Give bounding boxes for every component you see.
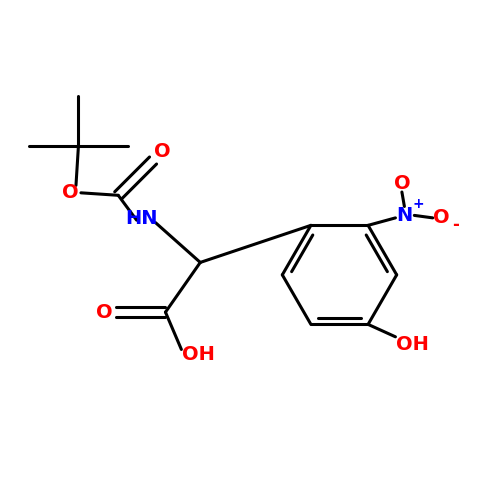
Text: HN: HN bbox=[126, 209, 158, 228]
Text: OH: OH bbox=[182, 345, 215, 364]
Text: O: O bbox=[434, 208, 450, 228]
Text: +: + bbox=[412, 198, 424, 211]
Text: OH: OH bbox=[396, 335, 430, 354]
Text: O: O bbox=[62, 184, 78, 203]
Text: N: N bbox=[396, 206, 412, 225]
Text: O: O bbox=[96, 302, 113, 322]
Text: -: - bbox=[452, 216, 459, 234]
Text: O: O bbox=[394, 174, 410, 193]
Text: O: O bbox=[154, 142, 170, 161]
